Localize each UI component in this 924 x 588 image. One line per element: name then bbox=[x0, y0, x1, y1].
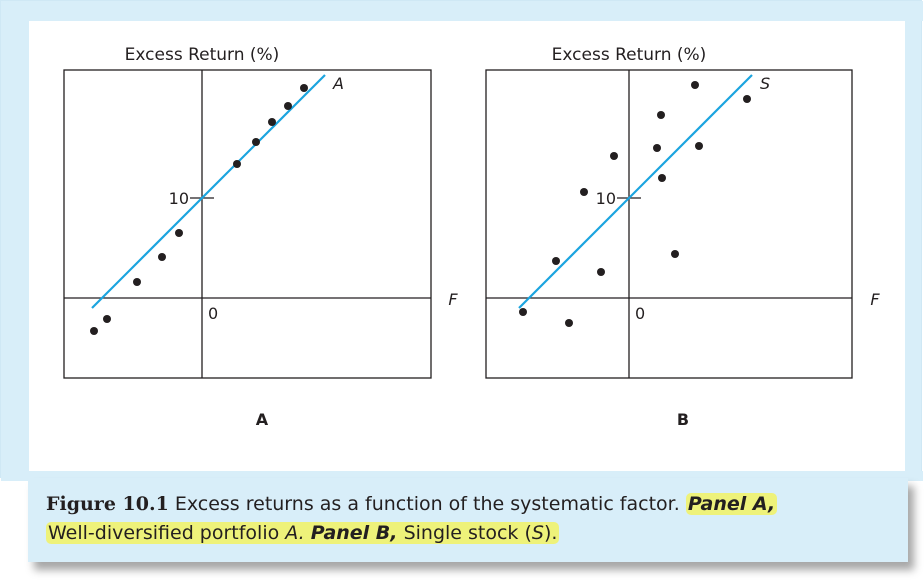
panel-b-y-tick-label: 10 bbox=[596, 189, 616, 208]
panel-b-point-8 bbox=[658, 174, 666, 182]
panel-a-point-6 bbox=[252, 138, 260, 146]
panel-a-point-7 bbox=[268, 118, 276, 126]
chart-canvas: 10 0 Excess Return (%) F A A 10 0 Excess Return … bbox=[63, 45, 880, 429]
panel-a-factor-line bbox=[91, 74, 326, 309]
panel-a-y-axis-title: Excess Return (%) bbox=[125, 45, 280, 65]
panel-a-y-tick-label: 10 bbox=[169, 189, 189, 208]
panel-b-point-2 bbox=[565, 319, 573, 327]
caption-panel-a-symbol: A. bbox=[285, 522, 305, 544]
panel-b-label: B bbox=[677, 410, 689, 429]
caption-panel-b-symbol: S bbox=[531, 522, 544, 544]
figure-caption: Figure 10.1 Excess returns as a function… bbox=[28, 478, 908, 562]
panel-a-point-5 bbox=[233, 160, 241, 168]
caption-main-text: Excess returns as a function of the syst… bbox=[174, 493, 680, 515]
panel-b-plot-box bbox=[485, 69, 853, 379]
panel-b-factor-line bbox=[518, 74, 753, 309]
panel-b-point-3 bbox=[580, 188, 588, 196]
frame-right-band bbox=[905, 1, 921, 479]
panel-a-origin-label: 0 bbox=[208, 304, 218, 323]
caption-panel-b-desc: Single stock ( bbox=[403, 522, 532, 544]
caption-text: Figure 10.1 Excess returns as a function… bbox=[46, 490, 890, 548]
panel-a-point-2 bbox=[133, 278, 141, 286]
caption-highlight-a: Panel A, bbox=[685, 493, 778, 515]
figure-number: Figure 10.1 bbox=[46, 493, 169, 515]
frame-bottom-band bbox=[1, 471, 923, 481]
panel-b-point-5 bbox=[610, 152, 618, 160]
panel-a-point-4 bbox=[175, 229, 183, 237]
panel-b-point-1 bbox=[552, 257, 560, 265]
panel-b-origin-label: 0 bbox=[635, 304, 645, 323]
caption-panel-b-label: Panel B, bbox=[310, 522, 398, 544]
panel-a-label: A bbox=[256, 410, 269, 429]
panel-a-point-8 bbox=[284, 102, 292, 110]
panel-a-point-9 bbox=[300, 84, 308, 92]
panel-a-point-3 bbox=[158, 253, 166, 261]
panel-b-point-9 bbox=[671, 250, 679, 258]
caption-panel-a-label: Panel A, bbox=[687, 493, 776, 515]
panel-b-point-6 bbox=[653, 144, 661, 152]
panel-a-point-0 bbox=[90, 327, 98, 335]
caption-panel-b-close: ). bbox=[543, 522, 558, 544]
panel-b-point-4 bbox=[597, 268, 605, 276]
panel-b-point-11 bbox=[695, 142, 703, 150]
panel-a-line-label: A bbox=[332, 74, 344, 93]
caption-panel-a-desc: Well-diversified portfolio bbox=[48, 522, 280, 544]
frame-top-band bbox=[1, 1, 923, 21]
panel-b-point-10 bbox=[691, 81, 699, 89]
panel-b-point-0 bbox=[519, 308, 527, 316]
frame-left-band bbox=[1, 1, 29, 479]
panel-b-x-axis-title: F bbox=[870, 290, 880, 309]
panel-b-line-label: S bbox=[760, 74, 770, 93]
panel-a-plot-box bbox=[63, 69, 432, 379]
caption-highlight-a2: Well-diversified portfolio A. Panel B, S… bbox=[46, 522, 560, 544]
panel-b-point-12 bbox=[743, 95, 751, 103]
panel-a-x-axis-title: F bbox=[448, 290, 458, 309]
panel-b-y-axis-title: Excess Return (%) bbox=[552, 45, 707, 65]
panel-a-point-1 bbox=[103, 315, 111, 323]
panel-b-point-7 bbox=[657, 111, 665, 119]
